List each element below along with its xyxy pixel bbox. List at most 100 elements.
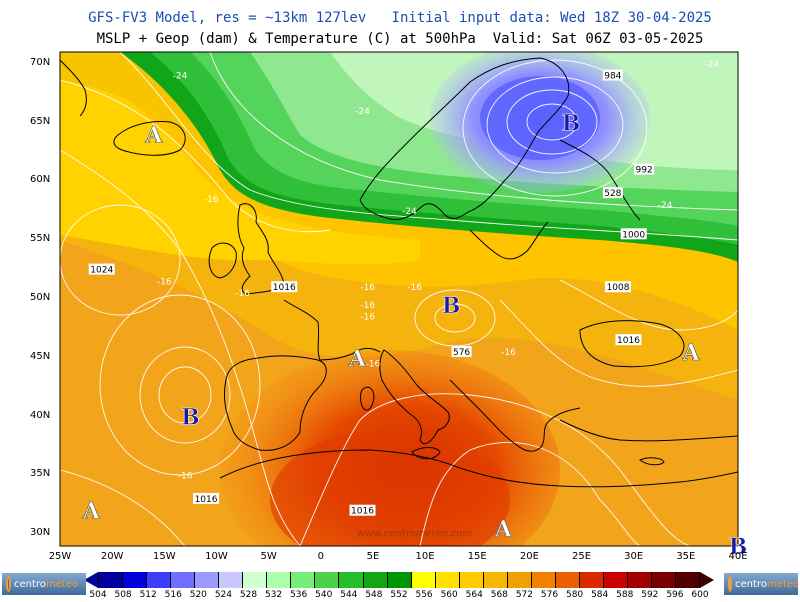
contour-label: -24 — [705, 60, 720, 70]
svg-text:1016: 1016 — [195, 495, 218, 505]
colorbar-tick-label: 524 — [214, 590, 232, 600]
contour-label: -24 — [355, 107, 370, 117]
svg-text:-16: -16 — [157, 277, 172, 287]
colorbar-swatch — [434, 572, 459, 588]
logo-text-1: centro — [735, 578, 767, 590]
colorbar-swatch — [314, 572, 339, 588]
colorbar-tick-label: 528 — [239, 590, 258, 600]
high-pressure-label: A — [144, 122, 163, 148]
contour-label: -16 — [407, 283, 422, 293]
colorbar-swatch — [98, 572, 123, 588]
contour-label: -16 — [501, 348, 516, 358]
field-yellow — [60, 60, 420, 265]
svg-text:-24: -24 — [705, 60, 720, 70]
lon-label: 5E — [366, 551, 380, 562]
contour-label: -16 — [366, 360, 381, 370]
lon-label: 0 — [317, 551, 324, 562]
colorbar-swatch — [122, 572, 147, 588]
lon-label: 15E — [467, 551, 487, 562]
low-pressure-label: B — [729, 534, 748, 560]
svg-text:1016: 1016 — [351, 507, 374, 517]
contour-label: 1000 — [620, 228, 647, 240]
svg-text:1008: 1008 — [607, 283, 630, 293]
lon-label: 5W — [260, 551, 277, 562]
colorbar-tick-label: 588 — [616, 590, 634, 600]
model-title: GFS-FV3 Model, res = ~13km 127lev Initia… — [88, 10, 712, 26]
contour-label: -16 — [178, 471, 193, 481]
colorbar-tick-label: 512 — [139, 590, 157, 600]
svg-text:528: 528 — [604, 189, 621, 199]
colorbar-swatch — [410, 572, 435, 588]
colorbar-swatch — [578, 572, 603, 588]
lon-label: 40E — [728, 551, 748, 562]
contour-label: 1016 — [271, 281, 298, 293]
colorbar-tick-label: 572 — [515, 590, 533, 600]
lat-label: 70N — [30, 56, 51, 68]
lon-label: 10E — [415, 551, 435, 562]
colorbar-left-arrow — [84, 572, 98, 588]
valid-title: MSLP + Geop (dam) & Temperature (C) at 5… — [96, 31, 704, 47]
colorbar-tick-label: 580 — [565, 590, 584, 600]
colorbar-tick-label: 508 — [114, 590, 132, 600]
lat-label: 45N — [30, 350, 51, 362]
lon-label: 35E — [676, 551, 696, 562]
lon-label: 15W — [152, 551, 176, 562]
colorbar-tick-label: 600 — [691, 590, 709, 600]
colorbar-tick-label: 584 — [591, 590, 609, 600]
lat-label: 60N — [30, 174, 51, 186]
contour-label: -16 — [360, 313, 375, 323]
contour-lines — [60, 52, 738, 546]
watermark: www.centrometeo.com — [357, 529, 472, 540]
colorbar-swatch — [266, 572, 291, 588]
lon-label: 25W — [48, 551, 72, 562]
lon-label: 20E — [519, 551, 539, 562]
colorbar-swatch — [146, 572, 171, 588]
colorbar-swatch — [675, 572, 701, 588]
lat-label: 40N — [30, 409, 51, 421]
colorbar-tick-label: 592 — [641, 590, 659, 600]
lat-label: 50N — [30, 292, 51, 303]
contour-label: 1024 — [88, 263, 115, 276]
colorbar-swatch — [627, 572, 652, 588]
svg-text:-24: -24 — [173, 72, 188, 82]
svg-text:992: 992 — [636, 166, 653, 176]
svg-text:-24: -24 — [402, 207, 417, 217]
svg-text:-16: -16 — [407, 283, 422, 293]
logo-text-1: centro — [13, 578, 46, 590]
map-overlays: -24 -24 -24 -24 -24 984 992 528 1000 1008 1016 1024… — [81, 60, 748, 561]
contour-label: -16 — [360, 301, 375, 311]
colorbar-swatch — [362, 572, 387, 588]
colorbar — [98, 572, 701, 588]
logo-circle-icon — [728, 576, 732, 592]
contour-label: 1016 — [615, 334, 642, 346]
lon-label: 30E — [624, 551, 644, 562]
svg-text:-24: -24 — [658, 201, 673, 211]
colorbar-tick-label: 556 — [415, 590, 433, 600]
colorbar-tick-label: 532 — [264, 590, 283, 600]
svg-text:-16: -16 — [366, 360, 381, 370]
contour-label: -16 — [235, 289, 250, 299]
contour-label: 992 — [634, 163, 655, 176]
contour-label: -16 — [360, 283, 375, 293]
colorbar-tick-label: 520 — [189, 590, 207, 600]
low-pressure-label: B — [442, 293, 461, 319]
contour-label: -24 — [658, 201, 673, 211]
logo-text-2: meteo — [45, 578, 78, 590]
colorbar-tick-label: 576 — [540, 590, 559, 600]
contour-label: -24 — [402, 207, 417, 217]
colorbar-swatch — [242, 572, 267, 588]
field-red-core — [270, 430, 510, 546]
svg-text:984: 984 — [604, 72, 621, 82]
svg-text:-16: -16 — [360, 283, 375, 293]
centrometeo-logo-left: centro meteo — [2, 573, 86, 595]
colorbar-right-arrow — [700, 572, 714, 588]
svg-text:-16: -16 — [178, 471, 193, 481]
colorbar-tick-label: 568 — [490, 590, 508, 600]
colorbar-swatch — [554, 572, 579, 588]
colorbar-swatch — [530, 572, 555, 588]
colorbar-tick-label: 596 — [666, 590, 684, 600]
contour-label: -16 — [157, 277, 172, 287]
contour-label: 576 — [451, 345, 472, 358]
lat-label: 55N — [30, 233, 51, 245]
contour-label: 1008 — [605, 281, 632, 293]
